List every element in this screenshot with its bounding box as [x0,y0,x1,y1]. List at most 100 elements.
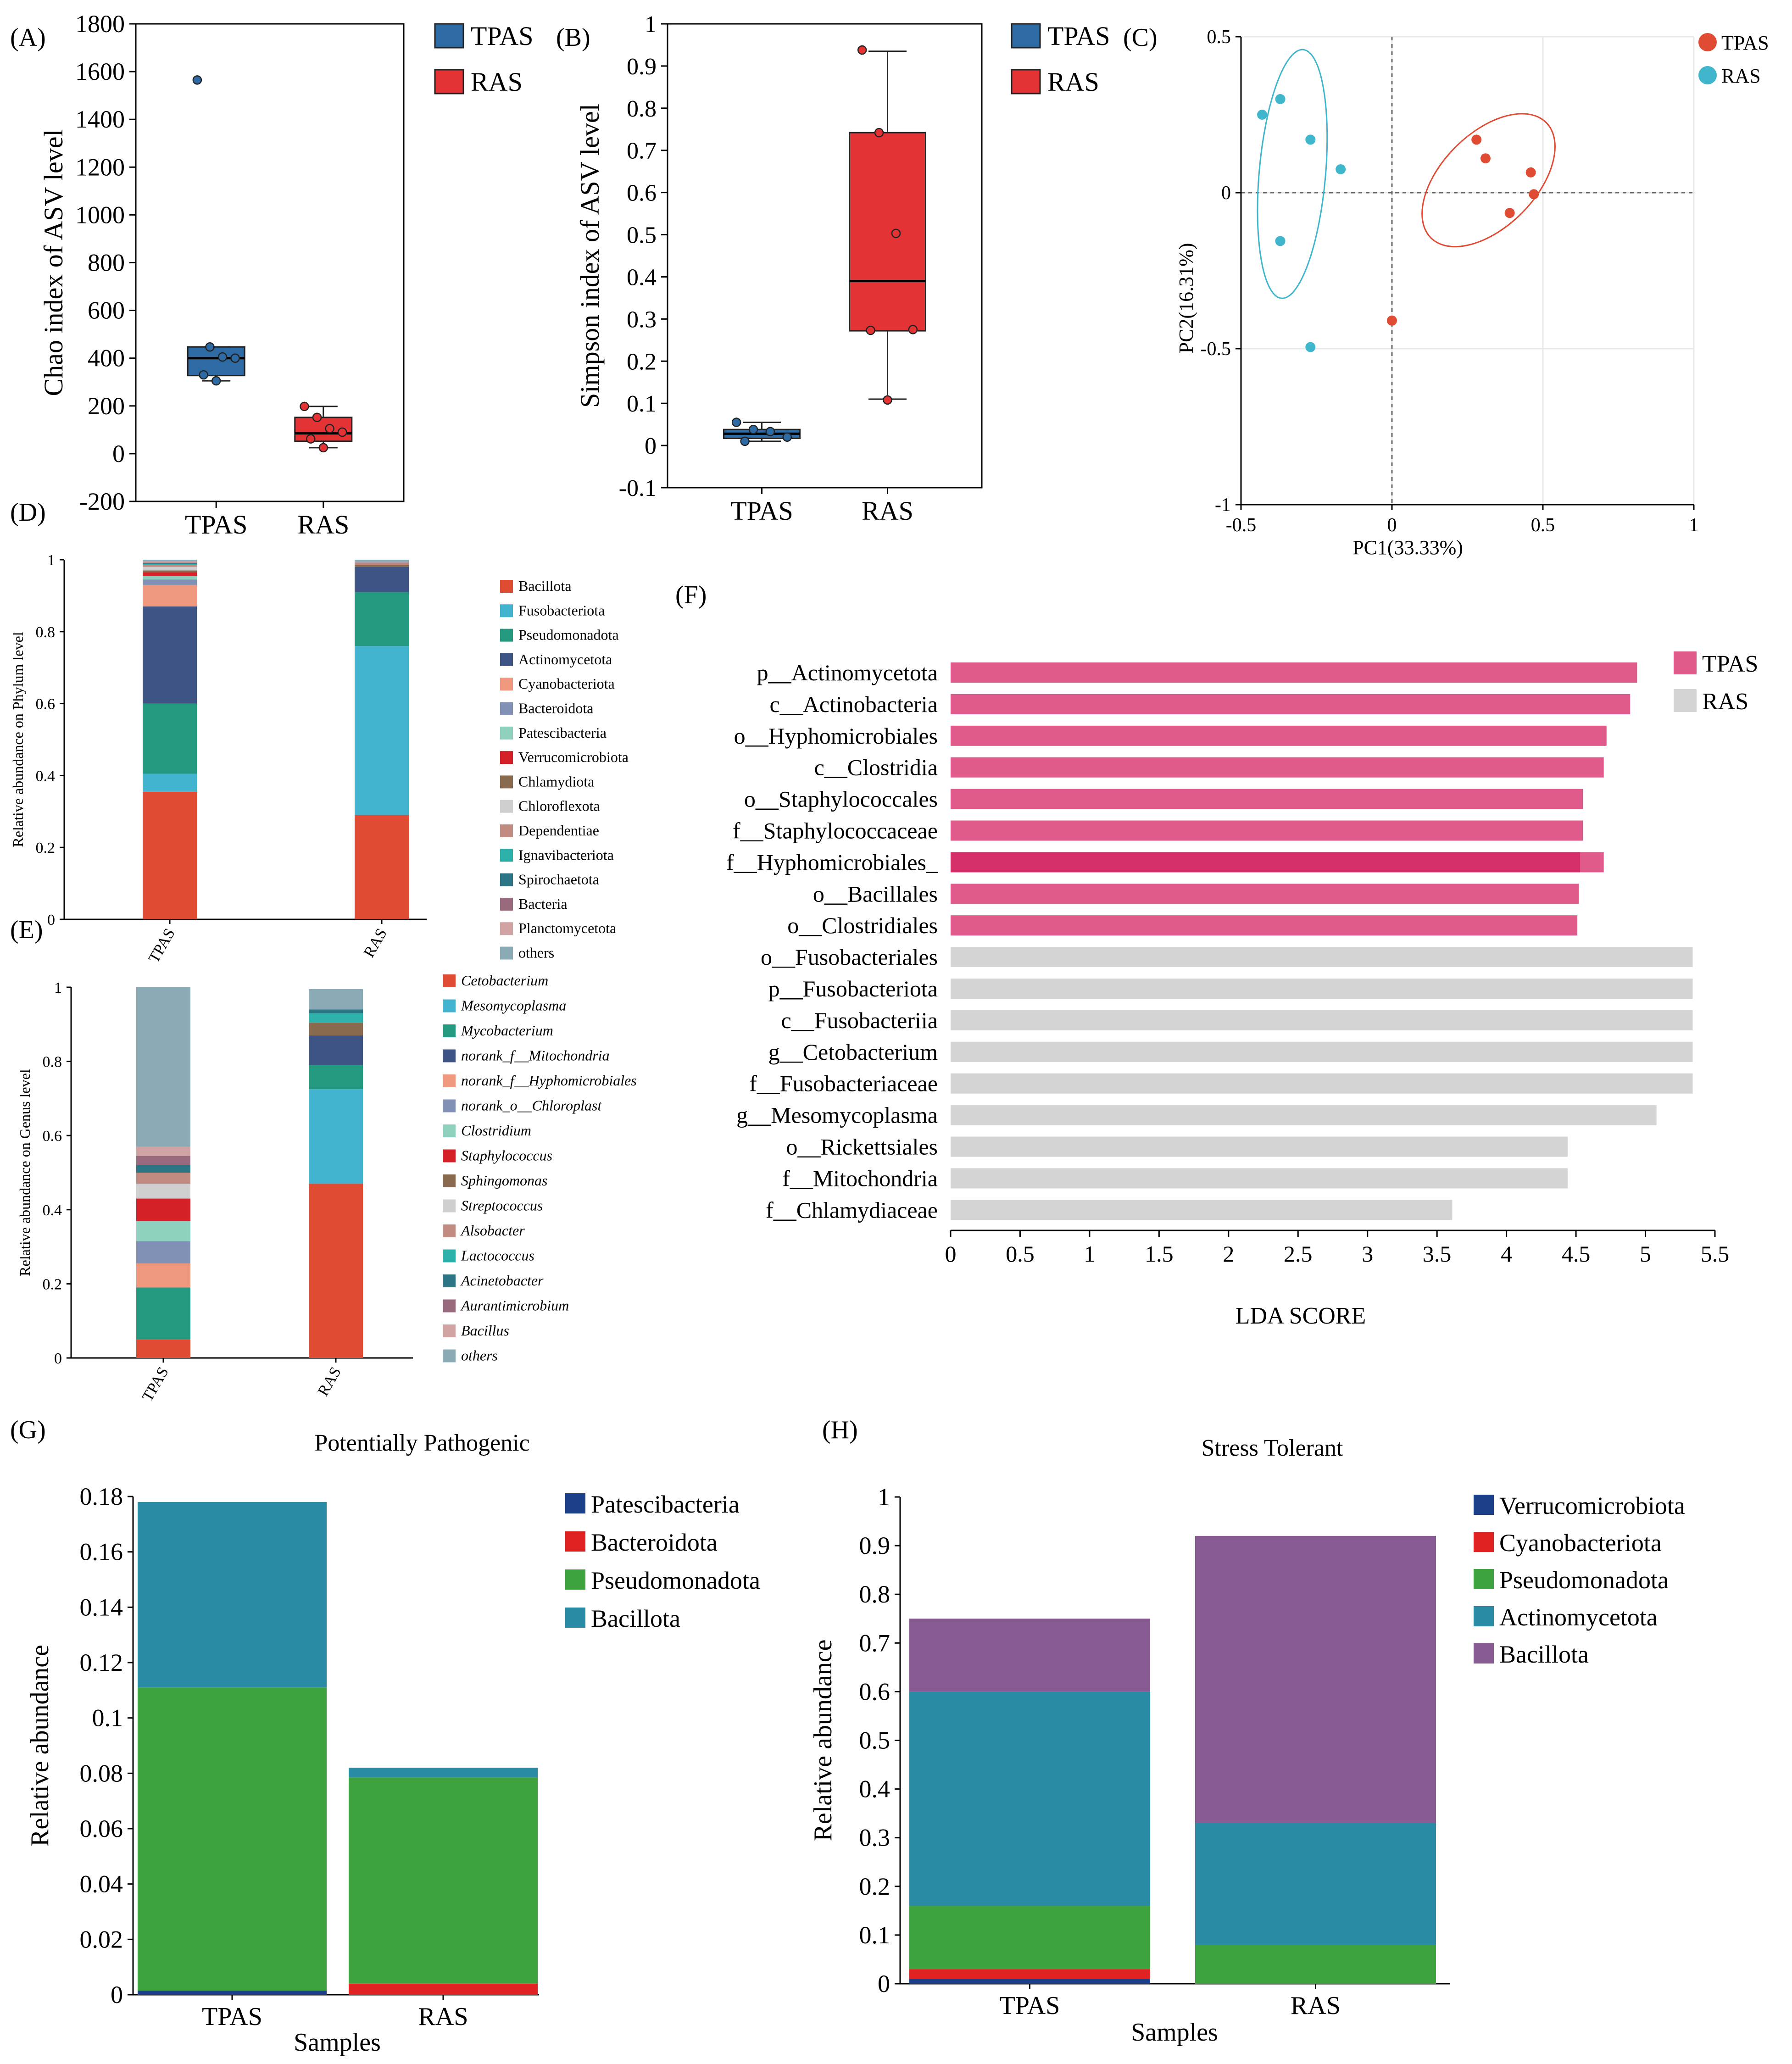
y-axis-label: Relative abundance [809,1639,837,1841]
legend-label: Verrucomicrobiota [1499,1492,1685,1519]
data-point [866,325,875,335]
y-axis-label: Relative abundance on Phylum level [10,632,26,847]
y-tick-label: 0.8 [859,1580,890,1608]
legend-swatch [1474,1606,1494,1626]
stack-segment [138,1990,327,1995]
y-tick-label: 0.6 [36,696,56,713]
legend-label: Dependentiae [518,822,599,839]
taxon-label: f__Mitochondria [782,1165,938,1191]
y-tick-label: 1400 [75,106,125,133]
stack-segment [355,563,409,565]
legend-swatch [500,849,513,862]
legend-swatch [1011,69,1041,95]
legend-swatch [443,1174,456,1187]
stack-segment [309,1009,363,1013]
y-tick-label: 0.18 [80,1483,123,1510]
legend-swatch [500,775,513,789]
lda-bar [951,884,1579,904]
stack-segment [136,1241,190,1263]
y-tick-label: -200 [79,488,125,515]
lda-bar [951,1041,1693,1062]
stack-segment [136,987,190,1147]
data-point-TPAS [1529,189,1539,200]
taxon-label: o__Rickettsiales [786,1134,938,1160]
stack-segment [309,1022,363,1036]
x-tick-label: 4.5 [1562,1241,1591,1267]
taxon-label: o__Clostridiales [787,912,938,938]
x-tick-label: 2 [1223,1241,1234,1267]
data-point [782,432,792,442]
stack-segment [355,560,409,562]
data-point [748,424,758,434]
stack-segment [355,565,409,567]
data-point [318,443,328,453]
data-point-RAS [1305,134,1316,145]
x-tick-label: 1 [1689,515,1699,536]
legend-label: norank_o__Chloroplast [461,1097,602,1114]
lda-bar [951,1136,1568,1157]
lda-bar [951,1105,1657,1125]
x-axis-label: LDA SCORE [1235,1303,1366,1329]
legend-swatch [443,1149,456,1163]
x-tick-label: TPAS [730,496,793,526]
stack-segment [309,1089,363,1184]
y-tick-label: 0.4 [43,1202,62,1219]
legend-label: Bacteroidota [591,1529,718,1556]
x-tick-label: 0.5 [1006,1241,1035,1267]
lda-bar [951,789,1583,809]
panel-label: (G) [10,1416,46,1444]
stack-segment [309,1184,363,1358]
legend-swatch [434,23,464,49]
stack-segment [143,567,197,571]
legend-swatch [443,1074,456,1087]
data-point [230,353,240,363]
panel-label: (D) [10,498,46,527]
taxon-label: c__Actinobacteria [770,691,938,717]
x-tick-label: 1.5 [1145,1241,1174,1267]
y-tick-label: 400 [88,345,125,372]
y-tick-label: 0.5 [627,223,657,249]
y-axis-label: PC2(16.31%) [1175,243,1197,354]
y-tick-label: 0.6 [43,1128,62,1145]
data-point [300,401,309,412]
data-point-TPAS [1504,208,1515,218]
y-tick-label: 0 [645,433,657,459]
legend-label: RAS [471,67,523,97]
y-tick-label: 1 [54,979,62,996]
stack-segment [355,592,409,646]
taxon-label: p__Fusobacteriota [768,976,938,1001]
y-tick-label: 600 [88,297,125,324]
stack-segment [143,791,197,919]
data-point-RAS [1275,236,1286,246]
legend-label: TPAS [1702,651,1758,677]
legend-label: Planctomycetota [518,920,616,936]
pca-panel-C: 0.50-0.5-1-0.5 0 0.5 1PC1(33.33%)PC2(16.31%… [1175,27,1769,559]
data-point-TPAS [1525,167,1536,178]
x-tick-label: 5 [1640,1241,1651,1267]
data-point-TPAS [1480,153,1491,164]
y-tick-label: 0.2 [859,1873,890,1900]
boxplot-panel-A: -200 0 200 400 600 800 1000 1200 1400 1600 1800 Cha… [39,10,534,540]
legend-label: Streptococcus [461,1197,543,1214]
y-tick-label: 0.02 [80,1925,123,1953]
lda-bar [951,820,1583,841]
legend-swatch [443,1199,456,1213]
y-tick-label: -0.5 [1201,339,1231,360]
legend-label: Verrucomicrobiota [518,749,629,765]
legend-swatch [443,999,456,1013]
x-tick-label: 3 [1362,1241,1373,1267]
x-tick-label: -0.5 [1226,515,1257,536]
legend-label: Bacillota [1499,1641,1589,1668]
stack-segment [309,989,363,1010]
data-point [192,75,202,85]
taxon-label: f__Fusobacteriaceae [749,1071,938,1096]
y-tick-label: 0.5 [859,1727,890,1754]
lda-bar [951,1200,1453,1220]
x-tick-label: 0.5 [1531,515,1555,536]
y-tick-label: 0.6 [859,1678,890,1705]
x-tick-label: 3.5 [1423,1241,1452,1267]
legend-label: Bacteroidota [518,700,593,717]
stack-segment [136,1173,190,1184]
x-axis-label: Samples [294,2028,381,2057]
legend-label: Chloroflexota [518,798,600,814]
